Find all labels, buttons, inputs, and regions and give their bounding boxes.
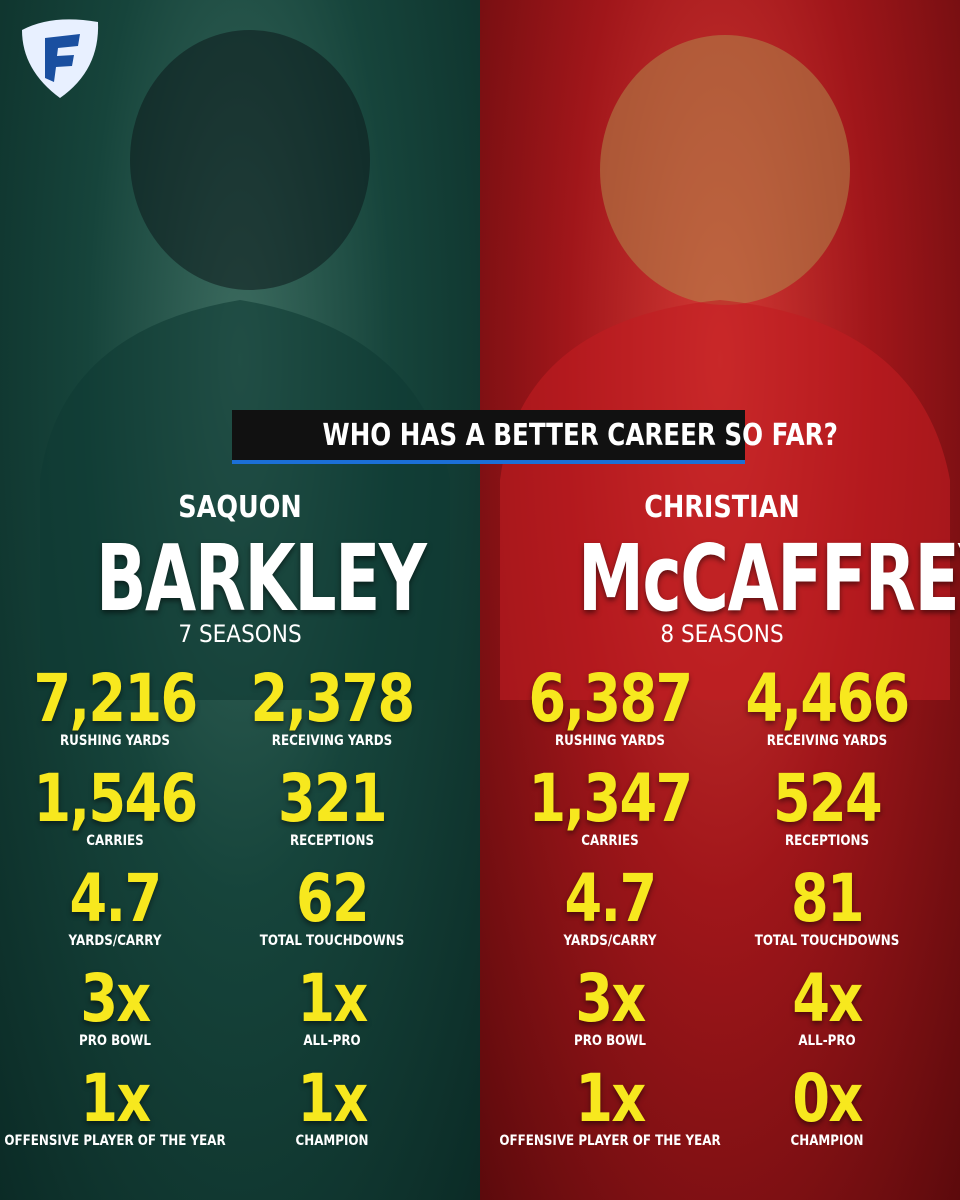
right-body xyxy=(500,300,950,700)
stat-label: CHAMPION xyxy=(790,1133,864,1149)
seasons: 8 SEASONS xyxy=(660,620,784,648)
stat-label: ALL-PRO xyxy=(798,1033,856,1049)
stat-value: 1x xyxy=(575,1060,646,1137)
stat-value: 1,546 xyxy=(33,760,198,837)
stat-label: OFFENSIVE PLAYER OF THE YEAR xyxy=(4,1133,226,1149)
first-name: SAQUON xyxy=(178,490,302,525)
stat-label: RECEIVING YARDS xyxy=(766,733,888,749)
stat-label: ALL-PRO xyxy=(303,1033,361,1049)
stat-label: RUSHING YARDS xyxy=(555,733,665,749)
stat-value: 7,216 xyxy=(33,660,198,737)
stat-value: 1x xyxy=(80,1060,151,1137)
right-player-silhouette xyxy=(600,35,850,305)
left-body xyxy=(40,300,450,700)
stat-value: 3x xyxy=(575,960,646,1037)
stat-value: 3x xyxy=(80,960,151,1037)
stat-label: YARDS/CARRY xyxy=(563,933,657,949)
stat-label: RECEIVING YARDS xyxy=(271,733,393,749)
banner-stripe xyxy=(232,460,745,464)
stat-value: 524 xyxy=(772,760,883,837)
stat-value: 1x xyxy=(297,1060,368,1137)
last-name: BARKLEY xyxy=(96,525,427,632)
title-banner xyxy=(232,410,745,463)
stat-label: TOTAL TOUCHDOWNS xyxy=(754,933,900,949)
stat-value: 1x xyxy=(297,960,368,1037)
stat-label: RECEPTIONS xyxy=(289,833,375,849)
left-player-silhouette xyxy=(130,30,370,290)
stat-value: 1,347 xyxy=(528,760,693,837)
stat-label: CARRIES xyxy=(86,833,144,849)
stat-value: 321 xyxy=(277,760,388,837)
stat-label: PRO BOWL xyxy=(78,1033,152,1049)
stat-value: 81 xyxy=(790,860,865,937)
stat-label: OFFENSIVE PLAYER OF THE YEAR xyxy=(499,1133,721,1149)
logo-mark xyxy=(45,34,80,82)
stat-value: 0x xyxy=(792,1060,863,1137)
stat-value: 62 xyxy=(295,860,370,937)
stat-label: TOTAL TOUCHDOWNS xyxy=(259,933,405,949)
stat-label: RUSHING YARDS xyxy=(60,733,170,749)
stat-value: 4.7 xyxy=(564,860,658,937)
stat-label: PRO BOWL xyxy=(573,1033,647,1049)
stat-label: YARDS/CARRY xyxy=(68,933,162,949)
last-name: McCAFFREY xyxy=(578,525,960,632)
stat-value: 4x xyxy=(792,960,863,1037)
stat-value: 6,387 xyxy=(528,660,693,737)
title: WHO HAS A BETTER CAREER SO FAR? xyxy=(322,418,838,453)
stat-value: 4,466 xyxy=(745,660,910,737)
stat-label: RECEPTIONS xyxy=(784,833,870,849)
seasons: 7 SEASONS xyxy=(178,620,302,648)
stat-label: CHAMPION xyxy=(295,1133,369,1149)
stat-label: CARRIES xyxy=(581,833,639,849)
first-name: CHRISTIAN xyxy=(644,490,800,525)
stat-value: 2,378 xyxy=(250,660,415,737)
stat-value: 4.7 xyxy=(69,860,163,937)
